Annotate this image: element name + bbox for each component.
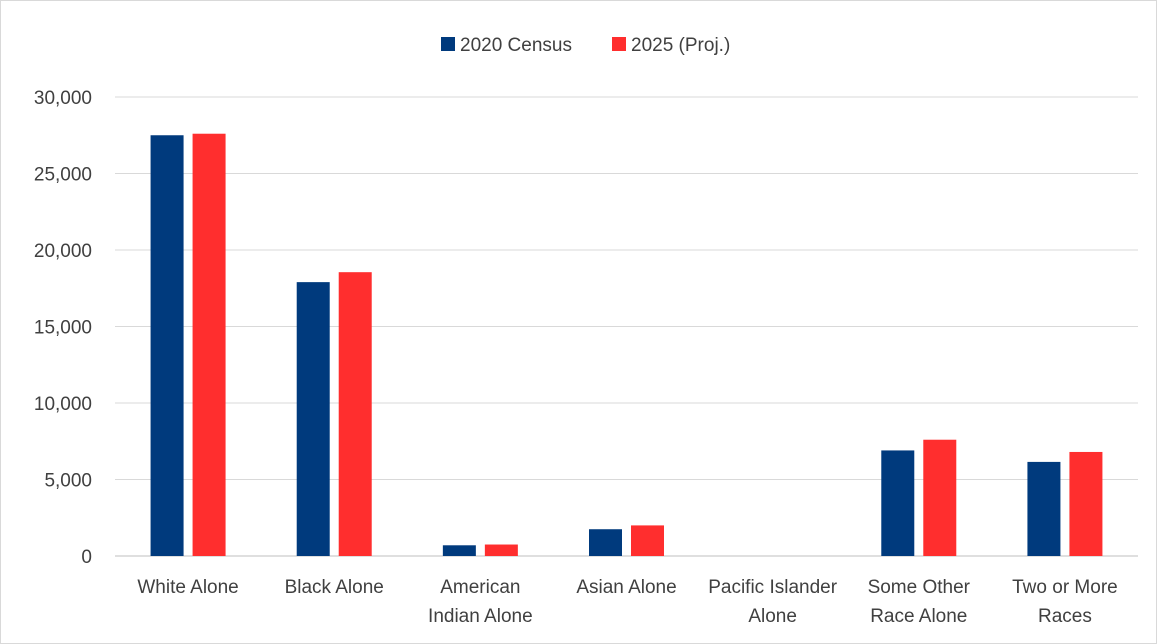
- legend-swatch: [612, 37, 626, 51]
- y-tick-label: 5,000: [44, 471, 92, 492]
- y-tick-label: 30,000: [34, 88, 92, 109]
- bar: [923, 439, 957, 556]
- bar: [192, 133, 226, 556]
- x-tick-label: Alone: [748, 606, 797, 627]
- x-tick-label: Asian Alone: [576, 577, 676, 598]
- bar: [442, 545, 476, 556]
- x-tick-label: American: [440, 577, 520, 598]
- bar: [338, 272, 372, 556]
- x-tick-label: Some Other: [868, 577, 971, 598]
- bar: [296, 282, 330, 556]
- bar: [589, 529, 622, 556]
- x-tick-label: Races: [1038, 606, 1092, 627]
- bar: [881, 450, 915, 556]
- x-tick-label: Race Alone: [870, 606, 967, 627]
- x-tick-label: Pacific Islander: [708, 577, 838, 598]
- x-tick-label: Two or More: [1012, 577, 1118, 598]
- y-tick-label: 20,000: [34, 241, 92, 262]
- legend-swatch: [441, 37, 455, 51]
- legend-label: 2025 (Proj.): [631, 35, 730, 56]
- bar: [1027, 461, 1061, 556]
- y-tick-label: 10,000: [34, 394, 92, 415]
- bar: [631, 525, 664, 556]
- x-tick-label: Indian Alone: [428, 606, 533, 627]
- bar: [1069, 451, 1103, 556]
- x-tick-label: Black Alone: [285, 577, 384, 598]
- legend-label: 2020 Census: [460, 35, 572, 56]
- y-tick-label: 0: [81, 547, 92, 568]
- bar: [484, 544, 518, 556]
- y-tick-label: 25,000: [34, 165, 92, 186]
- y-tick-label: 15,000: [34, 318, 92, 339]
- x-tick-label: White Alone: [137, 577, 238, 598]
- bar: [150, 135, 184, 556]
